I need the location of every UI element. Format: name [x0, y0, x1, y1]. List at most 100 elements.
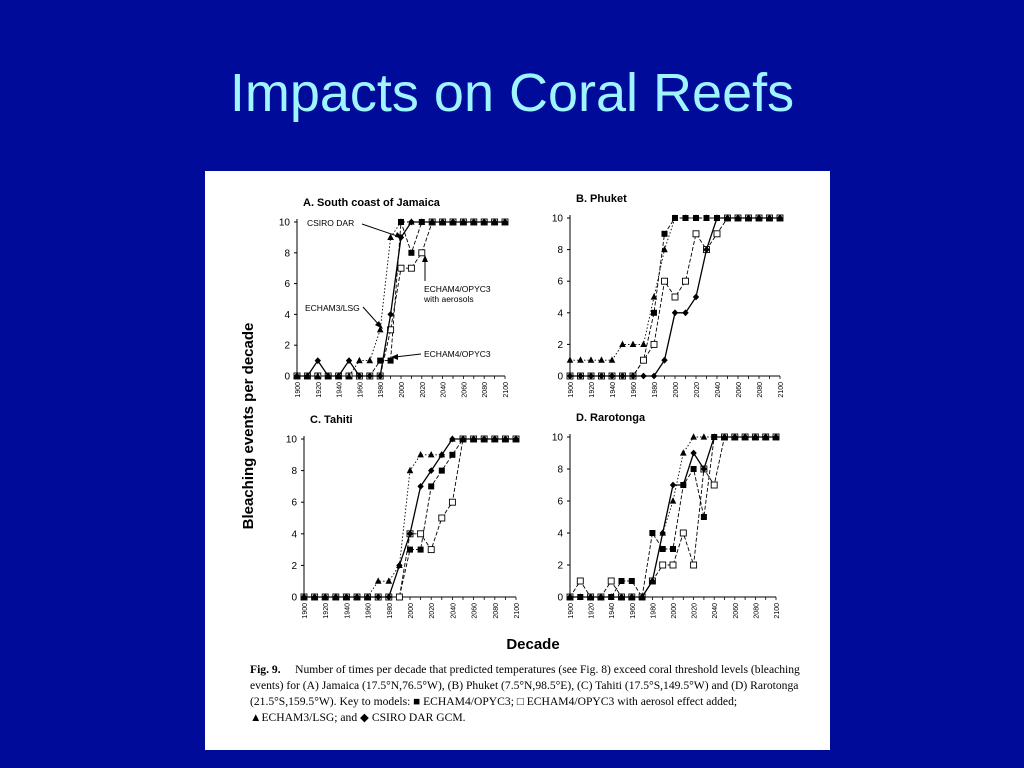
y-tick-label: 10 — [552, 433, 564, 444]
data-point — [448, 498, 456, 506]
annotation-echam3: ECHAM3/LSG — [305, 303, 360, 313]
y-tick-label: 2 — [284, 341, 290, 352]
data-point — [669, 497, 677, 504]
data-point — [387, 311, 394, 318]
x-tick-label: 2020 — [694, 382, 701, 398]
data-point — [587, 356, 595, 363]
data-point — [598, 372, 605, 380]
annotation-arrow-csiro — [361, 223, 401, 238]
series-line — [570, 436, 776, 599]
data-point — [680, 481, 687, 489]
data-point — [417, 530, 425, 538]
x-tick-label: 1980 — [378, 382, 385, 398]
annotation-arrowhead-csiro — [395, 232, 403, 238]
data-point — [690, 466, 697, 472]
slide-title: Impacts on Coral Reefs — [229, 63, 795, 123]
series-filled-square — [567, 434, 779, 600]
data-point — [428, 467, 435, 474]
x-tick-label: 2020 — [420, 382, 427, 398]
data-point — [661, 230, 668, 237]
data-point — [618, 578, 625, 584]
y-tick-label: 6 — [557, 277, 563, 288]
data-point — [501, 218, 509, 226]
x-axis-label: Decade — [506, 636, 559, 651]
data-point — [460, 218, 467, 226]
data-point — [690, 561, 698, 569]
data-point — [721, 433, 728, 441]
y-tick-label: 2 — [557, 561, 563, 572]
data-point — [587, 372, 595, 380]
data-point — [640, 372, 647, 380]
x-tick-label: 1940 — [609, 603, 616, 619]
data-point — [364, 593, 371, 601]
data-point — [700, 433, 708, 440]
data-point — [491, 218, 498, 226]
data-point — [661, 356, 668, 364]
data-point — [703, 214, 710, 221]
data-point — [649, 577, 656, 585]
data-point — [745, 214, 752, 222]
data-point — [385, 577, 393, 584]
x-tick-label: 2000 — [408, 603, 415, 619]
data-point — [618, 593, 625, 601]
data-point — [502, 435, 509, 443]
y-tick-label: 10 — [286, 435, 298, 446]
data-point — [776, 214, 784, 222]
x-tick-label: 1920 — [589, 603, 596, 619]
data-point — [417, 546, 424, 553]
data-point — [387, 233, 394, 240]
data-point — [576, 577, 584, 585]
data-point — [438, 514, 446, 522]
data-point — [671, 293, 679, 301]
y-tick-label: 6 — [291, 498, 297, 509]
data-point — [481, 218, 488, 226]
data-point — [439, 218, 446, 226]
data-point — [608, 593, 615, 601]
annotation-csiro: CSIRO DAR — [307, 218, 354, 228]
series-line — [304, 438, 516, 598]
data-point — [577, 593, 584, 601]
data-point — [690, 433, 697, 440]
data-point — [734, 214, 742, 222]
data-point — [700, 465, 708, 473]
data-point — [607, 577, 615, 585]
x-tick-label: 2000 — [673, 382, 680, 398]
x-tick-label: 1900 — [295, 382, 302, 398]
data-point — [671, 214, 679, 221]
data-point — [682, 277, 689, 285]
data-point — [406, 530, 414, 538]
annotations: CSIRO DAR ECHAM4/OPYC3 with aerosols ECH… — [305, 218, 491, 360]
data-point — [427, 546, 435, 554]
x-tick-label: 2060 — [472, 603, 479, 619]
data-point — [661, 245, 668, 253]
data-point — [690, 449, 697, 457]
data-point — [731, 433, 738, 441]
y-tick-label: 4 — [284, 310, 290, 321]
data-point — [397, 218, 405, 225]
x-tick-label: 1960 — [357, 382, 364, 398]
data-point — [418, 249, 426, 257]
x-tick-label: 1960 — [631, 382, 638, 398]
data-point — [470, 218, 477, 226]
data-point — [680, 449, 687, 456]
data-point — [638, 593, 646, 601]
y-tick-label: 2 — [291, 561, 297, 572]
chart-panel-1: A. South coast of Jamaica 0 2 4 6 8 10 1900 1920… — [279, 197, 510, 398]
y-tick-label: 6 — [557, 497, 563, 508]
x-tick-label: 2080 — [753, 603, 760, 619]
data-point — [619, 372, 626, 380]
data-point — [682, 214, 689, 221]
x-tick-label: 2040 — [712, 603, 719, 619]
data-point — [332, 593, 339, 601]
series-line — [304, 438, 516, 598]
y-tick-label: 0 — [557, 593, 563, 604]
series-diamond — [566, 214, 784, 380]
data-point — [755, 214, 763, 222]
data-point — [566, 356, 574, 363]
data-point — [682, 309, 689, 317]
data-point — [608, 356, 616, 363]
data-point — [692, 293, 700, 301]
data-point — [385, 593, 392, 601]
series-line — [570, 436, 776, 598]
caption-text: Number of times per decade that predicte… — [250, 663, 800, 724]
